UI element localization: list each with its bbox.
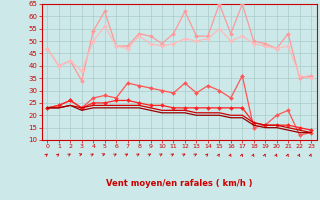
Text: Vent moyen/en rafales ( km/h ): Vent moyen/en rafales ( km/h )	[106, 178, 252, 188]
